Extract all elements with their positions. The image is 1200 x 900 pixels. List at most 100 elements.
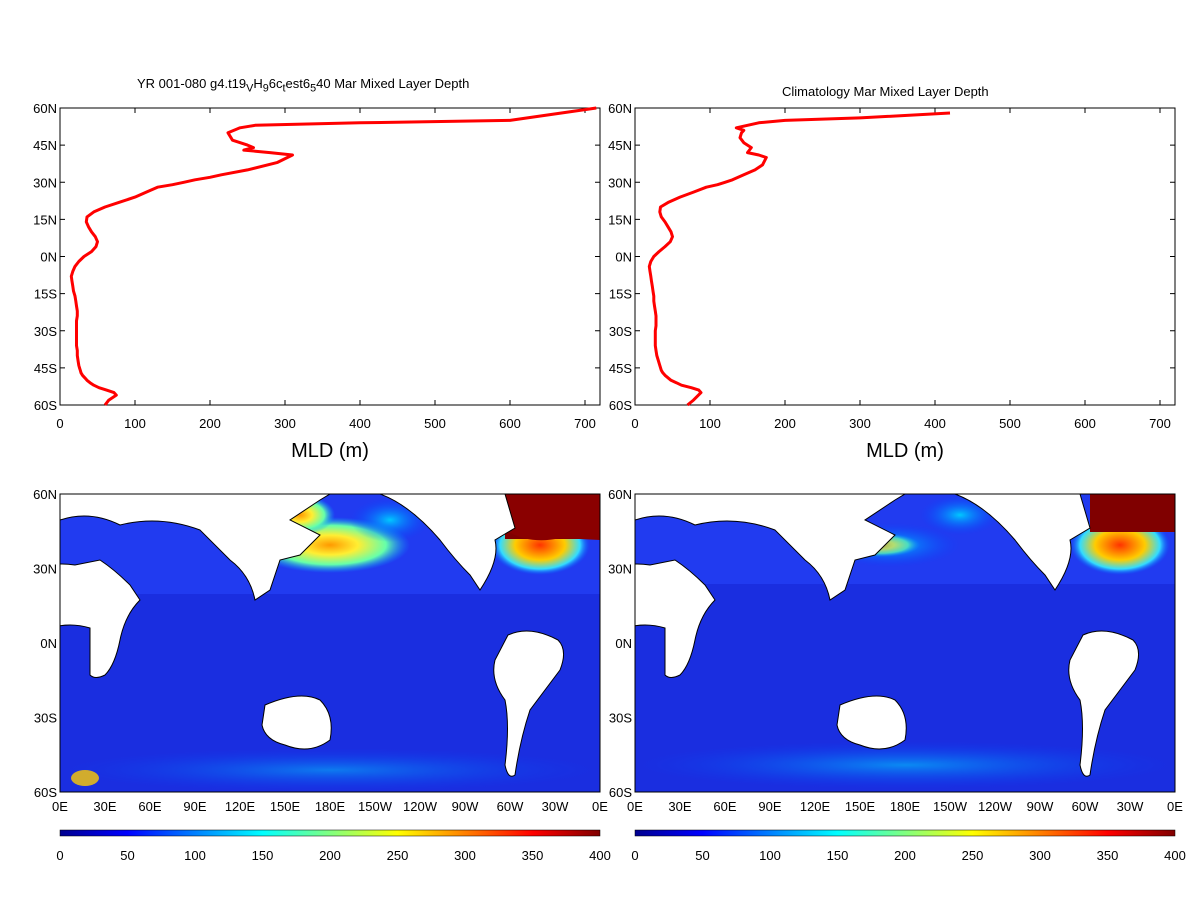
y-tick-label: 45N [608,138,632,153]
colorbar-tick-label: 350 [1097,848,1119,863]
title-part: 6c [268,76,283,91]
longitude-tick-label: 90W [452,799,479,814]
longitude-tick-label: 60W [497,799,524,814]
latitude-tick-label: 30S [34,711,57,726]
y-tick-label: 0N [40,250,57,265]
longitude-tick-label: 30W [1117,799,1144,814]
y-tick-label: 0N [615,250,632,265]
longitude-tick-label: 150W [358,799,393,814]
longitude-tick-label: 0E [52,799,68,814]
title-part: 40 Mar Mixed Layer Depth [316,76,470,91]
x-tick-label: 100 [124,416,146,431]
colorbar-tick-label: 300 [454,848,476,863]
colorbar-tick-label: 400 [589,848,611,863]
longitude-tick-label: 30E [93,799,116,814]
longitude-tick-label: 180E [315,799,346,814]
y-tick-label: 15S [609,287,632,302]
x-tick-label: 400 [349,416,371,431]
x-tick-label: 500 [424,416,446,431]
left-map-panel: 0E 30E 60E 90E 120E 150E 180E 150W 120W 90W 60W 30W… [33,487,611,863]
x-tick-label: 0 [631,416,638,431]
longitude-tick-label: 180E [890,799,921,814]
colorbar [634,829,1176,837]
latitude-tick-label: 60N [33,487,57,502]
longitude-tick-label: 150E [270,799,301,814]
right-map-panel: 0E 30E 60E 90E 120E 150E 180E 150W 120W 90W 60W 30W… [608,487,1186,863]
right-profile-title: Climatology Mar Mixed Layer Depth [782,84,989,99]
y-tick-label: 30N [608,175,632,190]
colorbar-tick-label: 200 [894,848,916,863]
x-tick-label: 200 [774,416,796,431]
x-tick-label: 0 [56,416,63,431]
colorbar-tick-label: 350 [522,848,544,863]
title-part: YR 001-080 g4.t19 [137,76,247,91]
latitude-tick-label: 60S [34,785,57,800]
y-tick-label: 45S [34,361,57,376]
colorbar-tick-label: 0 [56,848,63,863]
x-tick-label: 200 [199,416,221,431]
y-tick-label: 30S [609,324,632,339]
longitude-tick-label: 150E [845,799,876,814]
y-tick-label: 60N [33,101,57,116]
colorbar-tick-label: 250 [387,848,409,863]
mld-profile-line [69,106,597,406]
longitude-tick-label: 120E [225,799,256,814]
latitude-tick-label: 0N [40,636,57,651]
title-subscript: t [282,82,286,95]
longitude-tick-label: 0E [627,799,643,814]
longitude-tick-label: 120E [800,799,831,814]
y-tick-label: 30N [33,175,57,190]
y-tick-label: 45N [33,138,57,153]
y-tick-label: 60S [609,398,632,413]
y-tick-label: 15N [608,212,632,227]
colorbar-tick-label: 150 [252,848,274,863]
plot-frame [634,107,1176,406]
longitude-tick-label: 60E [138,799,161,814]
x-axis-label: MLD (m) [866,440,944,462]
title-part: est6 [285,76,311,91]
latitude-tick-label: 30S [609,711,632,726]
y-tick-label: 45S [609,361,632,376]
longitude-tick-label: 60E [713,799,736,814]
longitude-tick-label: 30W [542,799,569,814]
right-profile-panel: 60N 45N 30N 15N 0N 15S 30S 45S 60S 0 100 200 300 400… [608,101,1176,462]
colorbar-tick-label: 100 [184,848,206,863]
longitude-tick-label: 0E [1167,799,1183,814]
x-tick-label: 700 [574,416,596,431]
longitude-tick-label: 90W [1027,799,1054,814]
mld-profile-line [647,111,951,407]
y-tick-label: 60N [608,101,632,116]
title-part: H [253,76,263,91]
colorbar-tick-label: 50 [695,848,709,863]
longitude-tick-label: 0E [592,799,608,814]
longitude-tick-label: 60W [1072,799,1099,814]
colorbar-tick-label: 50 [120,848,134,863]
x-tick-label: 700 [1149,416,1171,431]
latitude-tick-label: 0N [615,636,632,651]
labrador-sea-max [1090,494,1175,532]
latitude-tick-label: 60S [609,785,632,800]
x-tick-label: 300 [274,416,296,431]
y-tick-label: 60S [34,398,57,413]
x-axis-label: MLD (m) [291,440,369,462]
y-tick-label: 15N [33,212,57,227]
x-tick-label: 400 [924,416,946,431]
title-subscript: 5 [310,82,317,95]
plot-frame [59,107,601,406]
x-tick-label: 300 [849,416,871,431]
colorbar [59,829,601,837]
colorbar-tick-label: 0 [631,848,638,863]
longitude-tick-label: 120W [978,799,1013,814]
latitude-tick-label: 30N [608,562,632,577]
longitude-tick-label: 120W [403,799,438,814]
left-profile-title: YR 001-080 g4.t19VH96ctest6540 Mar Mixed… [137,76,469,95]
longitude-tick-label: 30E [668,799,691,814]
x-tick-label: 600 [1074,416,1096,431]
longitude-tick-label: 150W [933,799,968,814]
title-subscript: 9 [262,82,269,95]
title-subscript: V [246,82,254,95]
x-tick-label: 100 [699,416,721,431]
x-tick-label: 500 [999,416,1021,431]
longitude-tick-label: 90E [758,799,781,814]
